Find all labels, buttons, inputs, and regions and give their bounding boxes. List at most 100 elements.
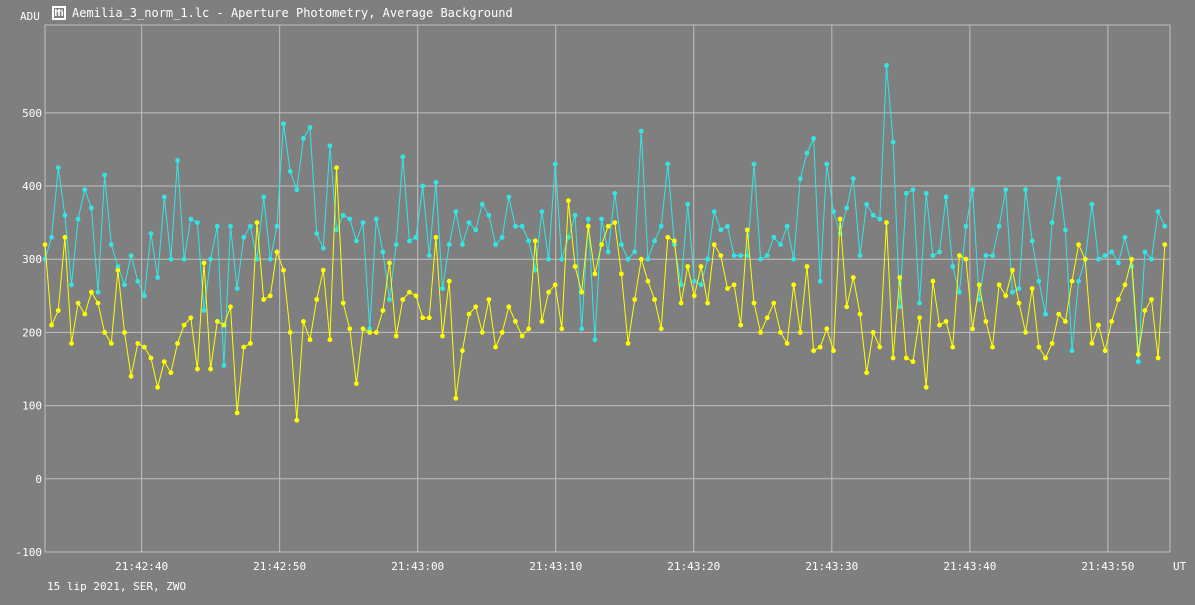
- data-point: [102, 172, 107, 178]
- data-point: [287, 169, 293, 174]
- series-b: [42, 165, 1168, 423]
- data-point: [62, 212, 68, 218]
- data-point: [718, 253, 724, 258]
- observation-note: 15 lip 2021, SER, ZWO: [47, 580, 187, 593]
- data-point: [566, 234, 571, 240]
- data-point: [903, 190, 909, 196]
- data-point: [718, 227, 724, 233]
- data-point: [347, 216, 353, 222]
- y-tick-label: 300: [22, 253, 42, 266]
- data-point: [711, 209, 717, 215]
- data-point: [897, 275, 903, 280]
- plot-frame: [44, 24, 1171, 553]
- data-point: [89, 289, 94, 295]
- data-point: [864, 370, 869, 376]
- data-point: [181, 256, 187, 262]
- data-point: [1010, 267, 1015, 273]
- data-point: [625, 341, 631, 346]
- data-point: [957, 289, 962, 295]
- data-point: [599, 216, 604, 222]
- data-point: [817, 344, 823, 350]
- data-point: [420, 183, 426, 189]
- data-point: [758, 330, 763, 335]
- data-point: [486, 297, 492, 302]
- data-point: [797, 176, 803, 182]
- data-point: [831, 348, 836, 354]
- data-point: [744, 227, 750, 233]
- y-tick-label: 0: [35, 473, 42, 486]
- data-point: [791, 256, 797, 262]
- data-point: [546, 256, 551, 262]
- data-point: [281, 267, 286, 273]
- data-point: [440, 286, 445, 291]
- data-point: [142, 293, 147, 299]
- data-point: [380, 308, 386, 313]
- data-point: [287, 330, 293, 335]
- data-point: [234, 410, 240, 416]
- data-point: [1116, 260, 1121, 266]
- data-point: [1155, 355, 1161, 361]
- data-point: [188, 315, 194, 321]
- data-point: [128, 253, 134, 258]
- data-point: [1069, 278, 1075, 284]
- data-point: [725, 286, 730, 291]
- data-point: [1023, 187, 1028, 193]
- x-tick-label: 21:43:30: [805, 560, 858, 573]
- data-point: [990, 253, 995, 258]
- series-line: [44, 167, 1166, 421]
- data-point: [572, 264, 578, 269]
- data-point: [1116, 297, 1121, 302]
- data-point: [857, 253, 863, 258]
- data-point: [195, 366, 200, 372]
- data-point: [943, 194, 949, 200]
- data-point: [824, 161, 830, 167]
- data-point: [473, 227, 479, 233]
- data-point: [400, 154, 406, 160]
- data-point: [228, 304, 233, 310]
- data-point: [367, 330, 373, 335]
- y-tick-label: 400: [22, 180, 42, 193]
- data-point: [877, 344, 883, 350]
- data-point: [69, 282, 74, 288]
- data-point: [552, 161, 558, 167]
- data-point: [559, 326, 565, 332]
- data-point: [870, 330, 876, 335]
- data-point: [214, 223, 220, 229]
- data-point: [314, 231, 320, 237]
- data-point: [234, 286, 240, 291]
- data-point: [440, 333, 445, 339]
- data-point: [1082, 256, 1088, 262]
- data-point: [784, 223, 790, 229]
- data-point: [433, 234, 439, 240]
- data-point: [75, 216, 81, 222]
- data-point: [1016, 300, 1022, 306]
- data-point: [360, 326, 366, 332]
- data-point: [201, 308, 207, 313]
- data-point: [1003, 293, 1009, 299]
- data-point: [778, 242, 783, 248]
- data-point: [493, 344, 498, 350]
- data-point: [552, 282, 558, 288]
- data-point: [1069, 348, 1075, 354]
- data-point: [373, 216, 379, 222]
- data-point: [725, 223, 730, 229]
- data-point: [82, 187, 88, 193]
- y-tick-label: 500: [22, 107, 42, 120]
- data-point: [943, 319, 949, 324]
- data-point: [658, 326, 664, 332]
- data-point: [506, 304, 512, 310]
- x-tick-label: 21:42:50: [253, 560, 306, 573]
- data-point: [698, 282, 704, 288]
- data-point: [738, 322, 744, 328]
- data-point: [1142, 308, 1148, 313]
- data-point: [466, 220, 472, 226]
- data-point: [208, 366, 214, 372]
- data-point: [175, 158, 180, 163]
- data-point: [1109, 319, 1115, 324]
- data-point: [599, 242, 604, 248]
- x-axis-label: UT: [1173, 560, 1187, 573]
- y-tick-label: 100: [22, 400, 42, 413]
- data-point: [758, 256, 763, 262]
- data-point: [413, 234, 419, 240]
- data-point: [817, 278, 823, 284]
